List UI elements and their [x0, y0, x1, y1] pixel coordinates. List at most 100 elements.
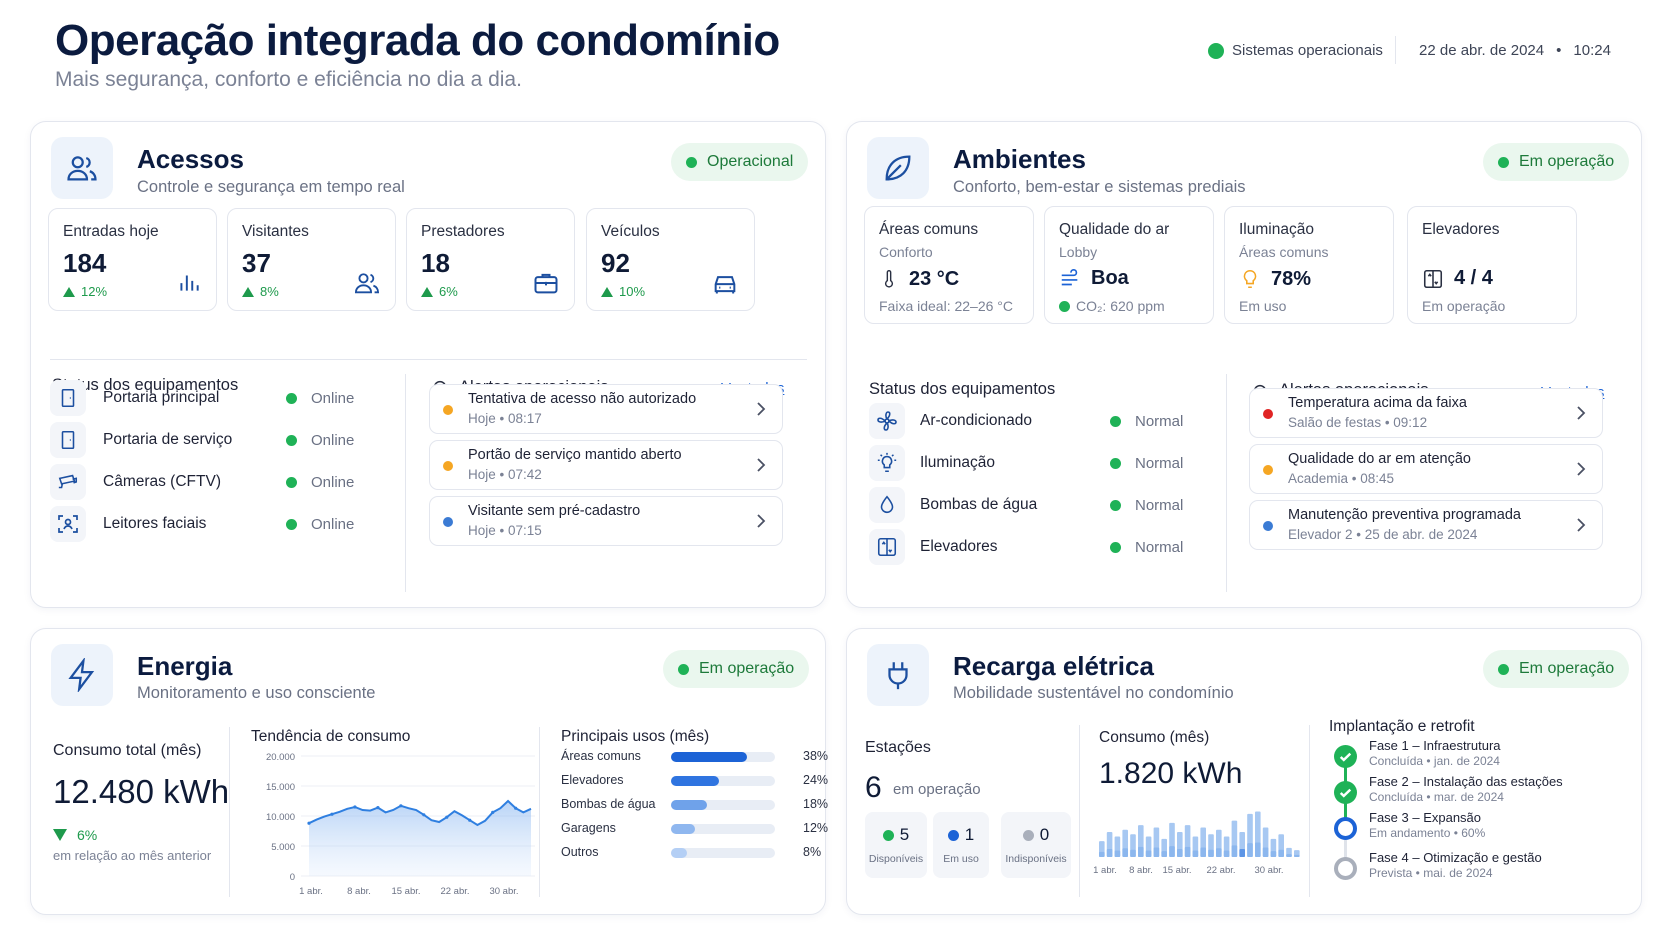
equipment-name: Elevadores [920, 538, 998, 555]
station-count-row: 5 [865, 825, 927, 845]
check-icon [1334, 781, 1357, 804]
metric-label: Prestadores [421, 223, 505, 240]
trend-point [353, 805, 357, 809]
x-tick-label: 22 abr. [1206, 865, 1235, 876]
station-stat: 5 Disponíveis [865, 812, 927, 878]
system-status-text: Sistemas operacionais [1232, 42, 1383, 59]
alert-title: Portão de serviço mantido aberto [468, 447, 682, 463]
consumo-value: 1.820 kWh [1099, 757, 1243, 790]
equipment-status: Normal [1110, 455, 1183, 472]
alert-item[interactable]: Temperatura acima da faixa Salão de festa… [1249, 388, 1603, 438]
trend-point [491, 810, 495, 814]
metric-delta-text: 8% [260, 284, 279, 299]
stations-value: 6 [865, 771, 882, 804]
alert-meta: Elevador 2 • 25 de abr. de 2024 [1288, 527, 1478, 542]
chevron-right-icon [1574, 516, 1588, 539]
alert-title: Visitante sem pré-cadastro [468, 503, 641, 519]
status-badge-text: Em operação [1519, 153, 1615, 170]
metric-card[interactable]: Prestadores 18 6% [406, 208, 575, 311]
metric-value: 23 °C [909, 267, 960, 290]
trend-point [307, 821, 311, 825]
metric-card[interactable]: Áreas comuns Conforto 23 °C Faixa ideal: 22… [864, 206, 1034, 324]
alert-title: Manutenção preventiva programada [1288, 507, 1521, 523]
consumo-bar-part [1184, 846, 1191, 857]
use-bar-track [671, 776, 775, 786]
status-dot-icon [286, 393, 297, 404]
use-bar-track [671, 848, 775, 858]
metric-delta: 8% [242, 284, 279, 299]
wind-icon [1059, 268, 1081, 290]
x-tick-label: 15 abr. [1162, 865, 1191, 876]
metric-value-row: 4 / 4 [1422, 267, 1493, 290]
metric-card[interactable]: Iluminação Áreas comuns 78% Em uso [1224, 206, 1394, 324]
bar-chart-icon [176, 269, 202, 300]
alert-item[interactable]: Qualidade do ar em atenção Academia • 08:… [1249, 444, 1603, 494]
y-tick-label: 5.000 [271, 842, 295, 853]
up-arrow-icon [421, 286, 433, 297]
equipment-row: Elevadores Normal [869, 529, 1199, 565]
in-progress-icon [1334, 817, 1357, 840]
metric-delta: 10% [601, 284, 645, 299]
use-bar-fill [671, 776, 719, 786]
trend-title: Tendência de consumo [251, 728, 411, 745]
metric-value: 184 [63, 248, 107, 278]
alert-item[interactable]: Portão de serviço mantido aberto Hoje • 0… [429, 440, 783, 490]
thermometer-icon [879, 267, 899, 291]
status-dot-icon [947, 829, 959, 841]
delta-text: 6% [77, 827, 98, 843]
trend-area [309, 801, 531, 876]
status-badge-text: Operacional [707, 153, 794, 170]
station-label: Disponíveis [868, 853, 924, 865]
equipment-status-text: Online [311, 516, 355, 533]
status-dot-icon [1110, 500, 1121, 511]
acessos-card: Acessos Controle e segurança em tempo re… [30, 121, 826, 608]
metric-label: Veículos [601, 223, 660, 240]
camera-icon [50, 464, 86, 500]
alert-item[interactable]: Manutenção preventiva programada Elevador… [1249, 500, 1603, 550]
car-icon [710, 269, 740, 302]
use-bar-fill [671, 800, 707, 810]
chevron-right-icon [754, 456, 768, 479]
card-subtitle: Controle e segurança em tempo real [137, 178, 405, 196]
metric-foot: CO₂: 620 ppm [1059, 298, 1165, 314]
status-dot-icon [1022, 829, 1034, 841]
status-dot-icon [1110, 542, 1121, 553]
consumo-bar-part [1255, 842, 1261, 857]
consumo-bar-part [1286, 854, 1292, 857]
ambientes-card: Ambientes Conforto, bem-estar e sistemas… [846, 121, 1642, 608]
phase-meta: Prevista • mai. de 2024 [1369, 866, 1493, 880]
stations-label: Estações [865, 739, 931, 756]
alert-meta: Academia • 08:45 [1288, 471, 1395, 486]
leaf-icon [867, 137, 929, 199]
metric-card[interactable]: Qualidade do ar Lobby Boa CO₂: 620 ppm [1044, 206, 1214, 324]
use-bar-fill [671, 824, 695, 834]
plug-icon [867, 644, 929, 706]
metric-foot-text: Em uso [1239, 298, 1287, 314]
metric-card[interactable]: Visitantes 37 8% [227, 208, 396, 311]
chevron-right-icon [1574, 460, 1588, 483]
alert-title: Tentativa de acesso não autorizado [468, 391, 697, 407]
metric-delta: 6% [421, 284, 458, 299]
door-icon [50, 422, 86, 458]
metric-card[interactable]: Entradas hoje 184 12% [48, 208, 217, 311]
alert-item[interactable]: Visitante sem pré-cadastro Hoje • 07:15 [429, 496, 783, 546]
metric-card[interactable]: Elevadores 4 / 4 Em operação [1407, 206, 1577, 324]
use-bar-fill [671, 848, 687, 858]
total-value: 12.480 kWh [53, 773, 230, 810]
metric-card[interactable]: Veículos 92 10% [586, 208, 755, 311]
metric-sublabel: Conforto [879, 244, 933, 260]
status-dot-icon [286, 519, 297, 530]
x-tick-label: 30 abr. [1254, 865, 1283, 876]
equipment-status: Normal [1110, 413, 1183, 430]
alert-meta: Hoje • 07:15 [468, 523, 542, 538]
date-time: 22 de abr. de 2024 • 10:24 [1419, 42, 1611, 59]
metric-foot: Em uso [1239, 298, 1286, 314]
alert-dot-icon [1263, 521, 1273, 531]
delta: 6% [53, 827, 97, 843]
alert-item[interactable]: Tentativa de acesso não autorizado Hoje •… [429, 384, 783, 434]
trend-point [514, 806, 518, 810]
metric-label: Qualidade do ar [1059, 221, 1170, 238]
x-tick-label: 30 abr. [489, 886, 518, 897]
consumo-bar-part [1247, 843, 1253, 857]
x-tick-label: 1 abr. [299, 886, 323, 897]
